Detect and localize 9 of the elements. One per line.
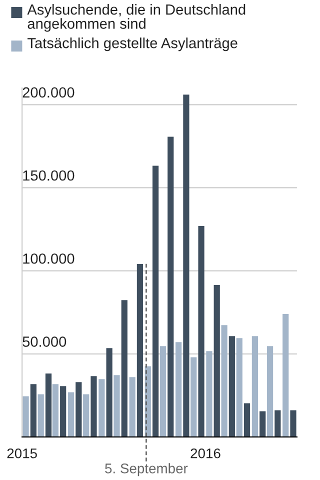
y-tick-label: 200.000 (22, 87, 74, 98)
y-tick-label: 150.000 (23, 170, 74, 181)
x-tick-label: 2015 (7, 448, 37, 458)
legend-label: Asylsuchende, die in Deutschland angekommen sind (27, 4, 246, 32)
ref-line-label: 5. September (105, 463, 188, 476)
x-tick-label: 2016 (190, 448, 220, 458)
y-tick-label: 50.000 (22, 336, 66, 347)
legend-label: Tatsächlich gestellte Asylanträge (28, 38, 238, 52)
y-tick-label: 100.000 (23, 253, 74, 264)
